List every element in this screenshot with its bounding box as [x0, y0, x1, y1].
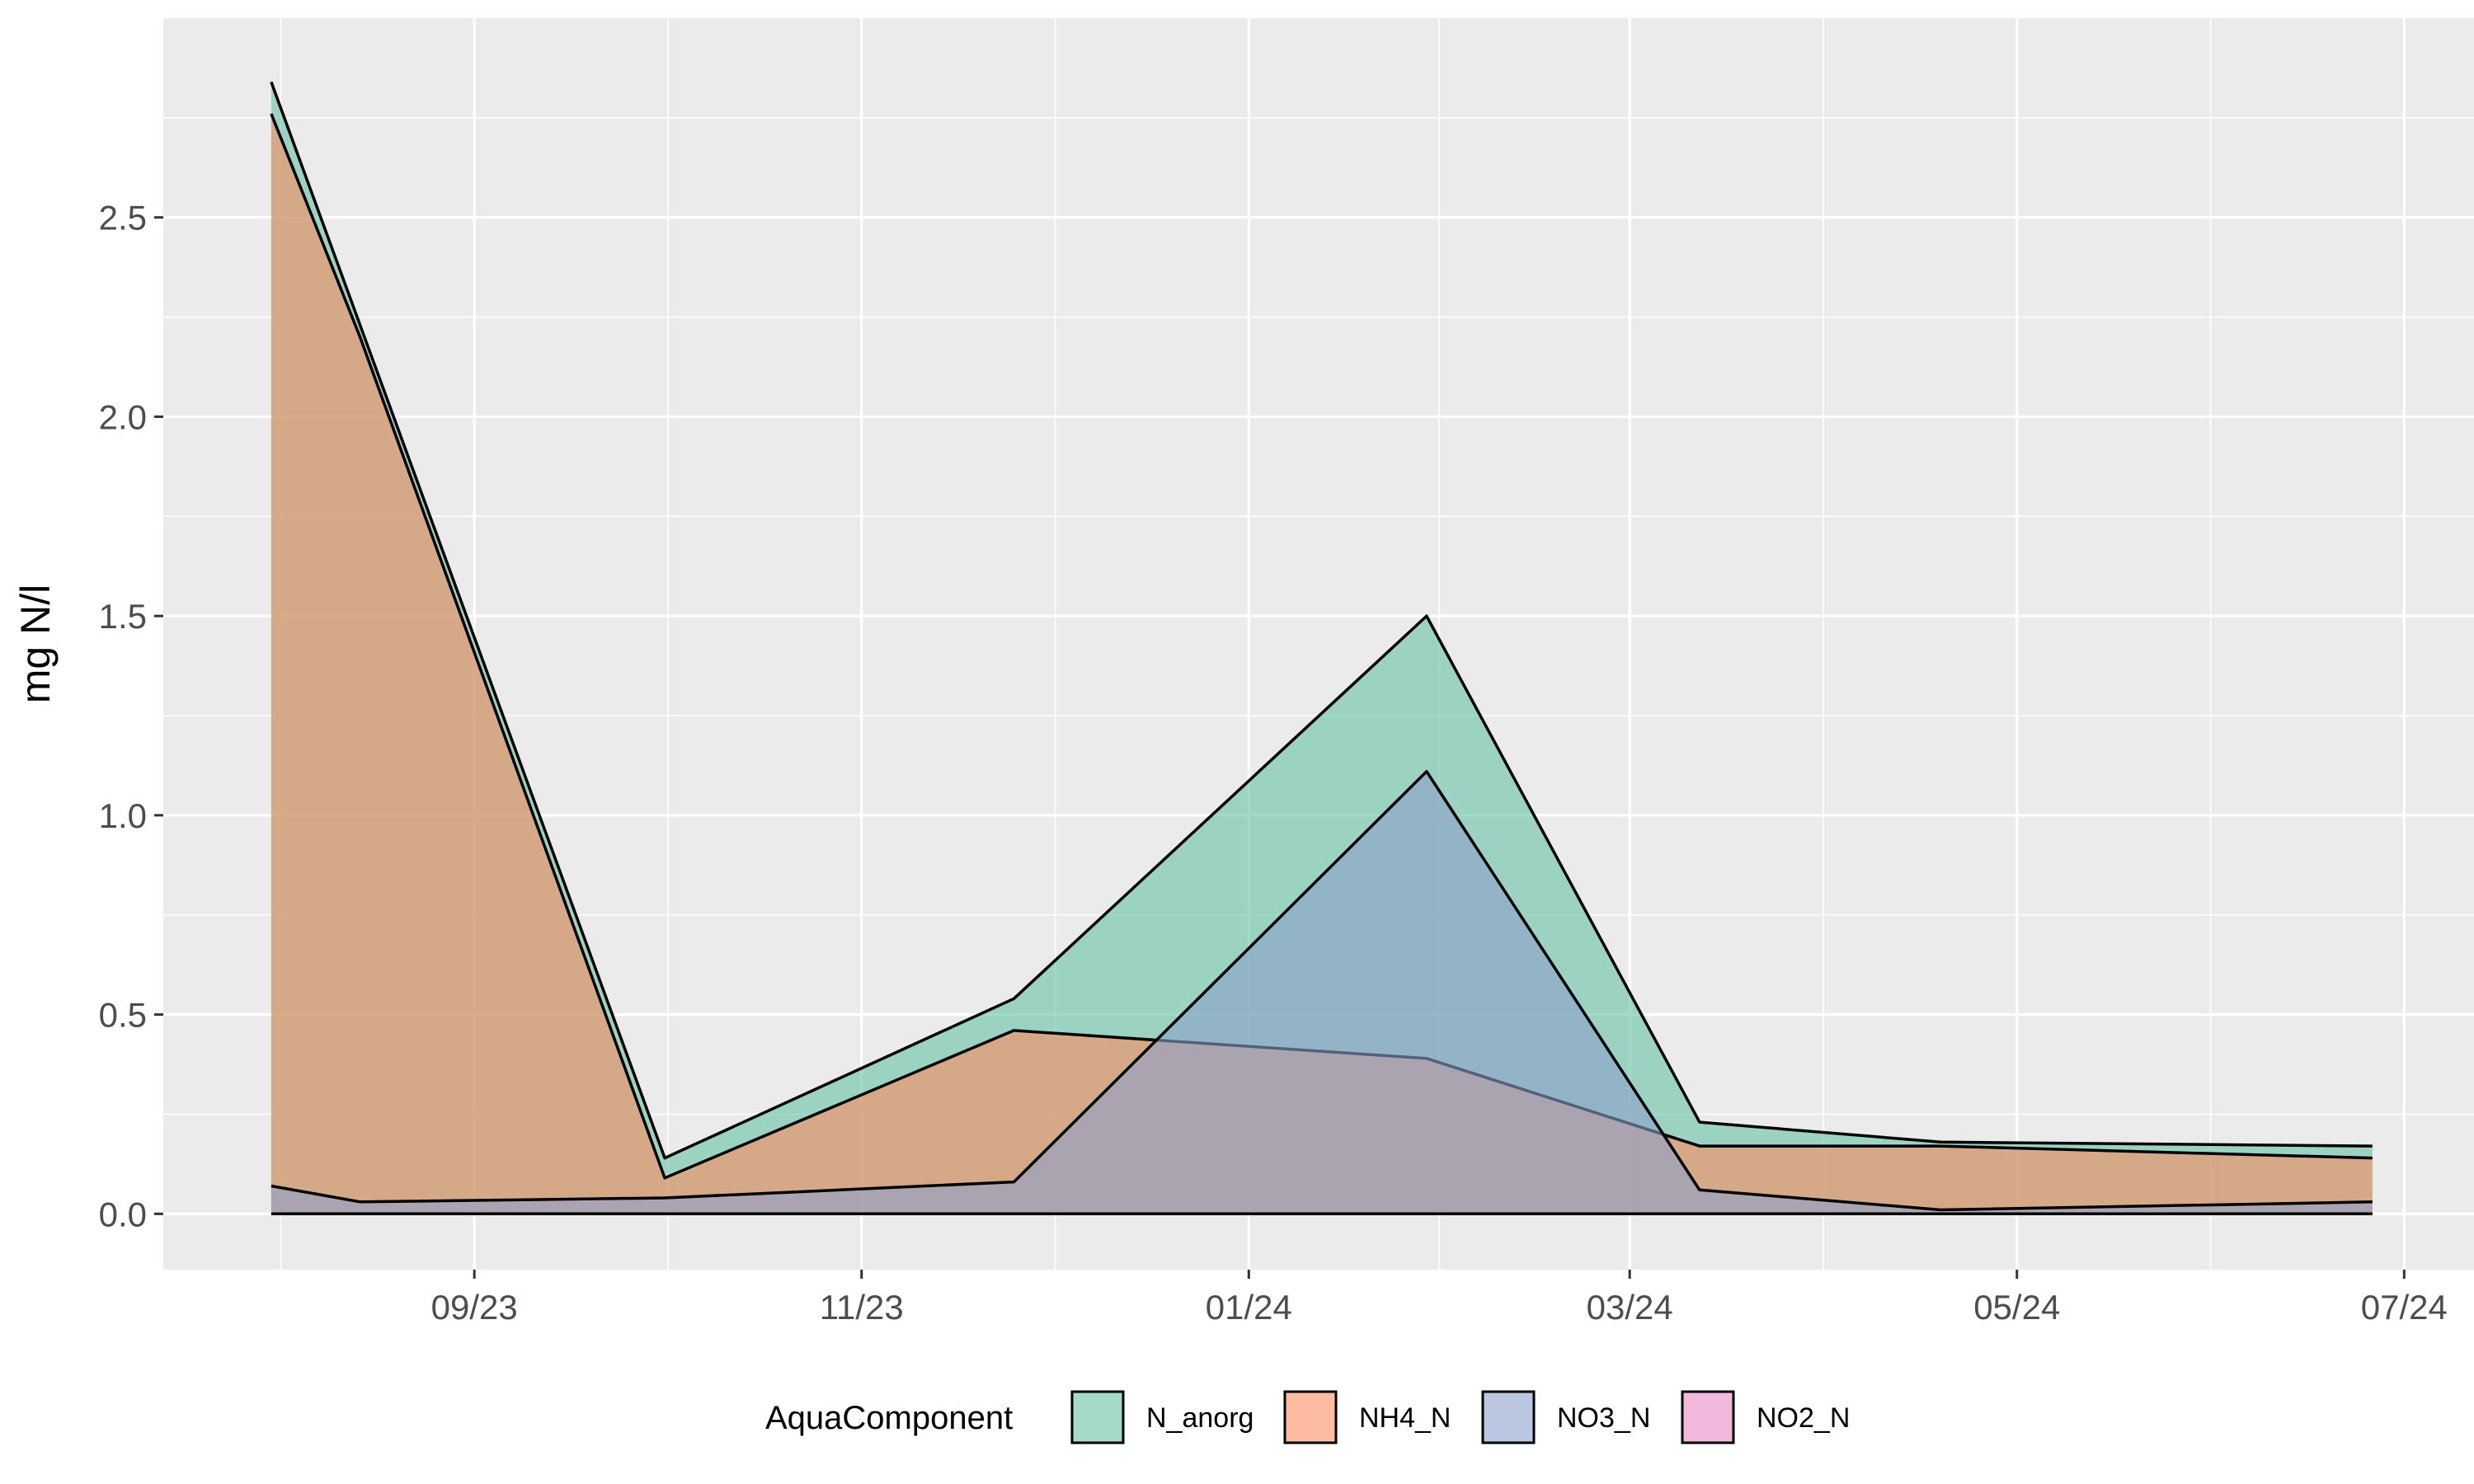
area-layers: [270, 81, 2373, 1216]
x-tick-label: 09/23: [431, 1288, 518, 1327]
y-tick-label: 0.5: [99, 996, 147, 1035]
area-no3-n: [270, 771, 2373, 1214]
legend-label-n-anorg: N_anorg: [1146, 1402, 1253, 1434]
x-tick-label: 05/24: [1973, 1288, 2060, 1327]
x-tick-label: 11/23: [820, 1288, 904, 1327]
line-n-anorg: [270, 81, 2373, 1160]
area-nh4-n: [270, 114, 2373, 1214]
legend: AquaComponent N_anorg NH4_N NO3_N NO2_N: [765, 1390, 1850, 1444]
y-tick-label: 2.5: [99, 199, 147, 237]
x-axis-tick-labels: 09/23 11/23 01/24 03/24 05/24 07/24: [431, 1288, 2448, 1327]
legend-swatch-no3-n: [1481, 1390, 1536, 1444]
y-tick-label: 1.0: [99, 796, 147, 835]
legend-swatch-nh4-n: [1283, 1390, 1338, 1444]
y-tick-label: 2.0: [99, 397, 147, 436]
legend-title: AquaComponent: [765, 1400, 1013, 1436]
x-tick-label: 07/24: [2361, 1288, 2448, 1327]
axis-ticks: [154, 216, 2406, 1279]
legend-swatch-n-anorg: [1070, 1390, 1125, 1444]
y-axis-tick-labels: 0.0 0.5 1.0 1.5 2.0 2.5: [99, 199, 147, 1234]
legend-label-no3-n: NO3_N: [1557, 1402, 1650, 1434]
legend-label-nh4-n: NH4_N: [1359, 1402, 1451, 1434]
line-no3-n: [270, 769, 2373, 1212]
y-axis-title: mg N/l: [12, 585, 59, 703]
legend-items: N_anorg NH4_N NO3_N NO2_N: [1070, 1390, 1850, 1444]
y-tick-label: 0.0: [99, 1195, 147, 1233]
legend-swatch-no2-n: [1681, 1390, 1735, 1444]
x-tick-label: 03/24: [1587, 1288, 1673, 1327]
legend-label-no2-n: NO2_N: [1757, 1402, 1850, 1434]
y-tick-label: 1.5: [99, 597, 147, 636]
x-tick-label: 01/24: [1206, 1288, 1292, 1327]
